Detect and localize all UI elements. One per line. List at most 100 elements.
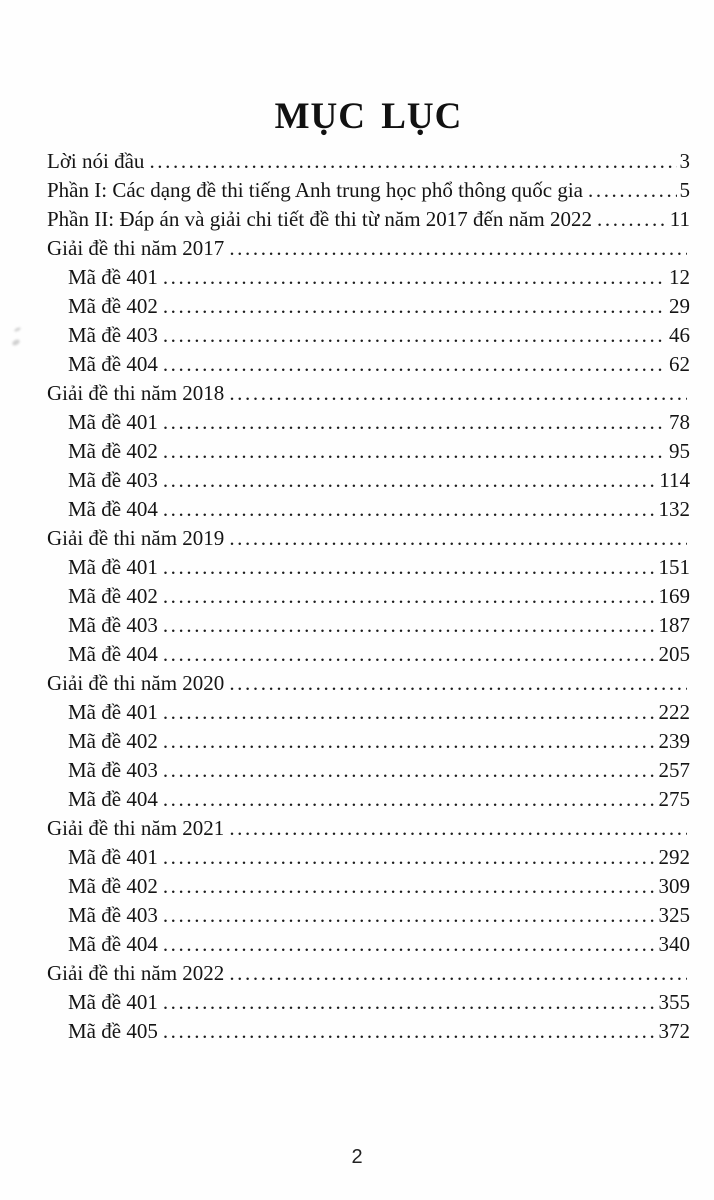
toc-row: Mã đề 403 257 [47, 756, 690, 785]
toc-row: Mã đề 402 239 [47, 727, 690, 756]
dot-leader [158, 437, 666, 466]
dot-leader [158, 930, 656, 959]
dot-leader [224, 814, 687, 843]
dot-leader [158, 611, 656, 640]
toc-entry-label: Mã đề 401 [68, 410, 158, 434]
toc-entry-page: 78 [669, 410, 690, 434]
toc-row: Mã đề 401 292 [47, 843, 690, 872]
toc-entry-page: 187 [658, 613, 691, 637]
toc-entry-page: 12 [669, 265, 690, 289]
toc-entry-label: Mã đề 403 [68, 468, 158, 492]
toc-entry-label: Mã đề 403 [68, 758, 158, 782]
toc-entry-label: Mã đề 401 [68, 555, 158, 579]
toc-entry-label: Mã đề 403 [68, 613, 158, 637]
toc-row: Mã đề 403 187 [47, 611, 690, 640]
toc-entry-label: Giải đề thi năm 2022 [47, 961, 225, 985]
dot-leader [592, 205, 667, 234]
toc-entry-label: Giải đề thi năm 2021 [47, 816, 225, 840]
toc-row: Mã đề 402 95 [47, 437, 690, 466]
toc-row: Mã đề 402 309 [47, 872, 690, 901]
toc-entry-label: Mã đề 403 [68, 903, 158, 927]
toc-entry-label: Mã đề 402 [68, 439, 158, 463]
dot-leader [158, 466, 656, 495]
toc-entry-page: 5 [679, 178, 691, 202]
toc-entry-label: Lời nói đầu [47, 149, 145, 173]
dot-leader [158, 263, 666, 292]
toc-entry-label: Mã đề 405 [68, 1019, 158, 1043]
toc-row: Mã đề 402 29 [47, 292, 690, 321]
dot-leader [224, 524, 687, 553]
dot-leader [158, 321, 666, 350]
toc-row: Giải đề thi năm 2021 [47, 814, 690, 843]
toc-row: Mã đề 403 46 [47, 321, 690, 350]
toc-row: Mã đề 403 325 [47, 901, 690, 930]
toc-row: Phần II: Đáp án và giải chi tiết đề thi … [47, 205, 690, 234]
dot-leader [158, 727, 656, 756]
dot-leader [158, 408, 666, 437]
dot-leader [158, 350, 666, 379]
toc-row: Giải đề thi năm 2020 [47, 669, 690, 698]
toc-entry-page: 355 [658, 990, 691, 1014]
toc-entry-page: 257 [658, 758, 691, 782]
footer-page-number: 2 [351, 1146, 363, 1168]
dot-leader [583, 176, 677, 205]
dot-leader [158, 292, 666, 321]
toc-entry-page: 169 [658, 584, 691, 608]
toc-entry-label: Phần II: Đáp án và giải chi tiết đề thi … [47, 207, 593, 231]
toc-entry-label: Mã đề 402 [68, 874, 158, 898]
toc-entry-label: Mã đề 402 [68, 584, 158, 608]
dot-leader [224, 234, 687, 263]
toc-entry-page: 46 [669, 323, 690, 347]
toc-entry-page: 239 [658, 729, 691, 753]
toc-entry-page: 132 [658, 497, 691, 521]
toc-row: Mã đề 403 114 [47, 466, 690, 495]
dot-leader [158, 582, 656, 611]
toc-entry-page: 151 [658, 555, 691, 579]
dot-leader [158, 872, 656, 901]
toc-entry-page: 292 [658, 845, 691, 869]
dot-leader [158, 988, 656, 1017]
toc-entry-label: Mã đề 404 [68, 352, 158, 376]
toc-entry-label: Mã đề 404 [68, 932, 158, 956]
toc-row: Lời nói đầu 3 [47, 147, 690, 176]
dot-leader [158, 843, 656, 872]
dot-leader [158, 756, 656, 785]
toc-entry-page: 309 [658, 874, 691, 898]
toc-row: Mã đề 401 151 [47, 553, 690, 582]
toc-row: Mã đề 404 275 [47, 785, 690, 814]
dot-leader [224, 959, 687, 988]
dot-leader [144, 147, 676, 176]
toc-entry-page: 340 [658, 932, 691, 956]
toc-row: Giải đề thi năm 2017 [47, 234, 690, 263]
toc-row: Mã đề 401 78 [47, 408, 690, 437]
toc-row: Giải đề thi năm 2022 [47, 959, 690, 988]
toc-entry-page: 372 [658, 1019, 691, 1043]
toc-list: Lời nói đầu 3 Phần I: Các dạng đề thi ti… [47, 147, 690, 1046]
toc-row: Mã đề 402 169 [47, 582, 690, 611]
toc-entry-label: Mã đề 401 [68, 265, 158, 289]
toc-row: Mã đề 404 132 [47, 495, 690, 524]
toc-entry-page: 275 [658, 787, 691, 811]
toc-entry-label: Giải đề thi năm 2017 [47, 236, 225, 260]
toc-entry-page: 95 [669, 439, 690, 463]
dot-leader [158, 640, 656, 669]
toc-row: Mã đề 404 62 [47, 350, 690, 379]
toc-entry-page: 325 [658, 903, 691, 927]
toc-entry-page: 114 [659, 468, 690, 492]
dot-leader [224, 669, 687, 698]
toc-entry-page: 11 [669, 207, 690, 231]
dot-leader [158, 495, 656, 524]
toc-row: Phần I: Các dạng đề thi tiếng Anh trung … [47, 176, 690, 205]
toc-entry-label: Mã đề 401 [68, 845, 158, 869]
toc-entry-label: Mã đề 403 [68, 323, 158, 347]
toc-row: Mã đề 404 340 [47, 930, 690, 959]
dot-leader [224, 379, 687, 408]
toc-entry-page: 62 [669, 352, 690, 376]
toc-entry-label: Mã đề 401 [68, 990, 158, 1014]
toc-entry-label: Mã đề 401 [68, 700, 158, 724]
toc-entry-page: 3 [679, 149, 691, 173]
toc-entry-page: 29 [669, 294, 690, 318]
toc-entry-label: Mã đề 404 [68, 642, 158, 666]
dot-leader [158, 785, 656, 814]
